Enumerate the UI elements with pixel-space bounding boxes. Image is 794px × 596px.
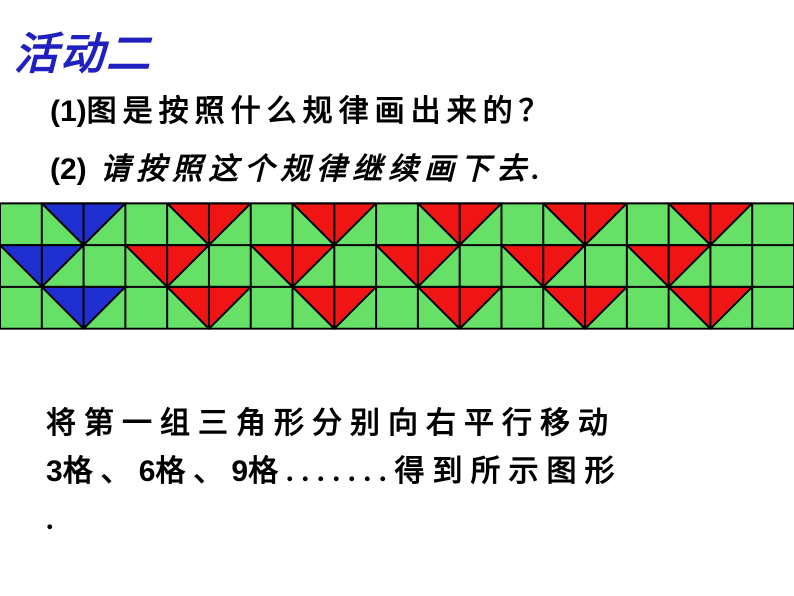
q2-text: 请按照这个规律继续画下去. (87, 153, 546, 186)
answer-t3: 格.......得到所示图形 (248, 455, 623, 488)
answer-n9: 9 (231, 455, 248, 488)
question-2: (2) 请按照这个规律继续画下去. (50, 144, 546, 188)
q1-text: 图是按照什么规律画出来的？ (87, 95, 555, 128)
pattern-grid (0, 202, 794, 332)
answer-t2: 格、 (155, 455, 231, 488)
answer-n6: 6 (139, 455, 156, 488)
answer-t1: 格、 (63, 455, 139, 488)
answer-n3: 3 (46, 455, 63, 488)
grid-svg (0, 202, 794, 332)
q2-number: (2) (50, 153, 87, 186)
q1-number: (1) (50, 95, 87, 128)
question-1: (1)图是按照什么规律画出来的？ (50, 86, 555, 130)
activity-title: 活动二 (14, 18, 152, 82)
answer-text: 将第一组三角形分别向右平行移动 3格、6格、9格.......得到所示图形 . (46, 400, 766, 544)
answer-dot: . (46, 503, 62, 536)
answer-line1: 将第一组三角形分别向右平行移动 (46, 407, 616, 440)
